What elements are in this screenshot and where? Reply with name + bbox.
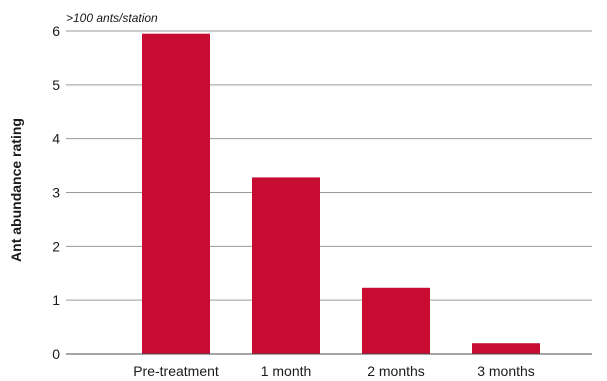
y-tick-label: 4 xyxy=(52,131,60,147)
y-tick-label: 6 xyxy=(52,23,60,39)
y-tick-label: 5 xyxy=(52,77,60,93)
bar xyxy=(362,287,430,354)
y-axis-title: Ant abundance rating xyxy=(8,118,24,262)
bar xyxy=(252,177,320,354)
x-tick-label: 1 month xyxy=(261,363,312,379)
y-tick-label: 2 xyxy=(52,238,60,254)
x-tick-label: 2 months xyxy=(367,363,425,379)
bar xyxy=(142,33,210,355)
bar xyxy=(472,343,540,354)
bars xyxy=(142,33,540,355)
y-tick-label: 3 xyxy=(52,185,60,201)
x-tick-labels: Pre-treatment 1 month 2 months 3 months xyxy=(133,363,535,379)
y-tick-labels: 0 1 2 3 4 5 6 xyxy=(52,23,60,362)
y-tick-label: 0 xyxy=(52,346,60,362)
y-tick-label: 1 xyxy=(52,292,60,308)
annotation-label: >100 ants/station xyxy=(66,11,158,25)
x-tick-label: 3 months xyxy=(477,363,535,379)
x-tick-label: Pre-treatment xyxy=(133,363,219,379)
